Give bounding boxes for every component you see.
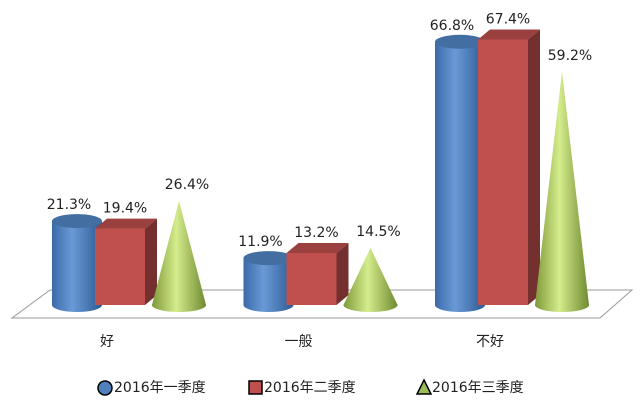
box-front (478, 39, 528, 305)
x-tick-label: 一般 (285, 334, 313, 350)
bar (535, 71, 589, 312)
box-top (478, 29, 540, 40)
cylinder-bottom (52, 298, 102, 312)
box-front (95, 228, 145, 305)
legend-label: 2016年二季度 (264, 380, 356, 396)
box-side (336, 242, 349, 305)
cylinder-top (243, 251, 294, 266)
cylinder-body (243, 258, 294, 305)
cylinder-bottom (243, 298, 294, 312)
bar (152, 200, 206, 312)
data-label: 21.3% (47, 197, 91, 213)
data-label: 66.8% (430, 18, 474, 34)
cylinder-bottom (435, 298, 485, 312)
cone-body (152, 200, 206, 305)
data-label: 59.2% (548, 48, 592, 64)
bar (478, 29, 540, 305)
cylinder-top (52, 214, 102, 229)
cylinder-body (52, 221, 102, 305)
bar (435, 34, 485, 312)
data-label: 13.2% (294, 225, 338, 241)
data-label: 14.5% (356, 224, 400, 240)
bar (286, 242, 349, 305)
data-label: 19.4% (103, 201, 147, 217)
data-label: 26.4% (165, 177, 209, 193)
cone-body (343, 247, 398, 305)
bar (343, 247, 398, 312)
bar (95, 218, 157, 305)
legend-marker (97, 380, 113, 396)
x-tick-label: 不好 (476, 334, 504, 350)
cylinder-body (435, 41, 485, 306)
box-front (286, 252, 337, 305)
data-label: 11.9% (238, 234, 282, 250)
bar (243, 251, 294, 312)
legend-marker (415, 378, 433, 395)
bar (52, 214, 102, 312)
cone-body (535, 71, 589, 305)
box-top (286, 242, 349, 253)
box-top (95, 218, 157, 229)
box-side (528, 29, 540, 305)
legend-marker (248, 380, 263, 395)
legend-label: 2016年三季度 (432, 380, 524, 396)
legend-label: 2016年一季度 (114, 380, 206, 396)
box-side (145, 218, 157, 305)
x-tick-label: 好 (100, 334, 114, 350)
cylinder-top (435, 34, 485, 49)
data-label: 67.4% (486, 11, 530, 27)
